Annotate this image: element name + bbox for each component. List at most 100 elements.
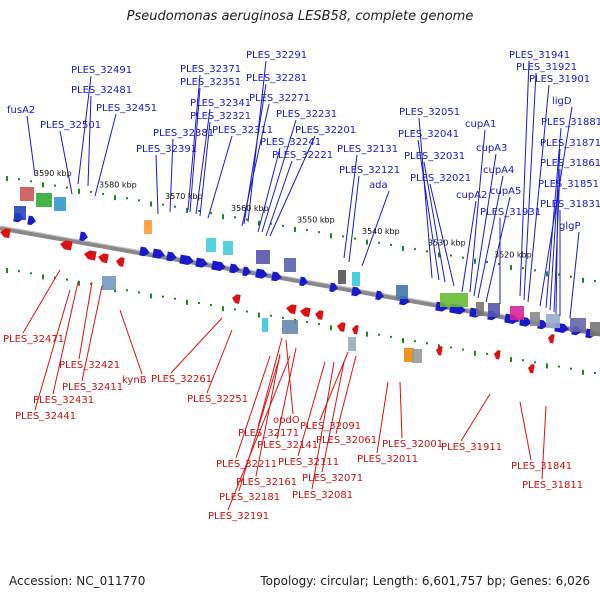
upper-tick [522, 267, 524, 270]
reverse-gene [286, 304, 297, 315]
map-title: Pseudomonas aeruginosa LESB58, complete … [126, 9, 474, 24]
gene-label-reverse: PLES_32011 [357, 454, 418, 465]
top-leader-line [429, 183, 455, 287]
gene-label-forward: PLES_32201 [295, 125, 356, 136]
upper-tick [534, 269, 536, 272]
feature-block [476, 302, 484, 316]
gene-label-forward: PLES_32131 [337, 144, 398, 155]
reverse-gene [116, 257, 125, 267]
gene-label-forward: PLES_32491 [71, 65, 132, 76]
lower-tick [534, 361, 536, 364]
forward-gene [152, 248, 165, 259]
gene-label-forward: PLES_32051 [399, 107, 460, 118]
gene-label-forward: PLES_32121 [339, 165, 400, 176]
upper-tick [594, 279, 596, 282]
top-leader-line [169, 138, 174, 213]
top-leader-line [549, 148, 561, 311]
feature-block [262, 318, 268, 332]
top-leader-line [189, 87, 201, 213]
gene-label-reverse: PLES_32191 [208, 511, 269, 522]
reverse-gene [84, 250, 97, 261]
bottom-leader-line [238, 355, 281, 492]
upper-tick [258, 220, 260, 226]
feature-block [206, 238, 216, 252]
lower-tick [570, 367, 572, 370]
lower-tick [414, 340, 416, 343]
lower-tick [18, 270, 20, 273]
upper-tick [102, 193, 104, 196]
bottom-leader-line [311, 361, 335, 490]
gene-label-reverse: PLES_31811 [522, 480, 583, 491]
gene-label-forward: PLES_32481 [71, 85, 132, 96]
reverse-gene [0, 228, 11, 239]
lower-tick [330, 325, 332, 331]
gene-label-reverse: PLES_32471 [3, 334, 64, 345]
gene-label-reverse: PLES_32161 [236, 477, 297, 488]
gene-label-reverse: PLES_32091 [300, 421, 361, 432]
gene-label-reverse: PLES_31911 [441, 442, 502, 453]
top-leader-line [348, 175, 360, 263]
lower-tick [546, 363, 548, 369]
lower-tick [186, 299, 188, 305]
gene-label-reverse: PLES_32411 [62, 382, 123, 393]
bottom-leader-line [170, 317, 223, 374]
top-leader-line [77, 75, 92, 185]
gene-label-forward: PLES_32031 [404, 151, 465, 162]
top-leader-line [207, 135, 233, 219]
top-leader-line [527, 84, 550, 303]
forward-gene [375, 290, 384, 301]
upper-tick [6, 176, 8, 182]
bottom-leader-line [235, 355, 271, 459]
lower-tick [78, 280, 80, 286]
top-leader-line [485, 196, 511, 303]
kbp-label: 3580 kbp [99, 180, 137, 189]
top-leader-line [199, 121, 211, 217]
lower-tick [594, 371, 596, 374]
lower-tick [426, 342, 428, 345]
top-leader-line [195, 108, 211, 215]
gene-label-forward: PLES_31831 [540, 199, 600, 210]
bottom-leader-line [81, 285, 103, 382]
gene-label-forward: PLES_31851 [538, 179, 599, 190]
forward-gene [27, 215, 36, 226]
top-leader-line [26, 115, 36, 177]
gene-label-reverse: PLES_32071 [302, 473, 363, 484]
bottom-leader-line [52, 281, 79, 395]
lower-tick [378, 333, 380, 336]
top-leader-line [417, 139, 440, 281]
bottom-leader-line [297, 361, 326, 457]
upper-tick [474, 258, 476, 264]
gene-label-forward: PLES_32391 [136, 144, 197, 155]
gene-label-forward: PLES_31901 [529, 74, 590, 85]
lower-tick [150, 293, 152, 299]
forward-gene [139, 246, 150, 257]
upper-tick [234, 216, 236, 219]
reverse-gene [300, 307, 311, 318]
gene-label-forward: fusA2 [7, 105, 35, 116]
lower-tick [474, 350, 476, 356]
kbp-label: 3560 kbp [231, 204, 269, 213]
gene-label-reverse: PLES_32211 [216, 459, 277, 470]
reverse-gene [315, 310, 324, 320]
bottom-leader-line [257, 337, 283, 428]
gene-label-forward: cupA2 [456, 190, 487, 201]
top-leader-line [343, 154, 358, 259]
upper-tick [78, 188, 80, 194]
kbp-label: 3530 kbp [428, 239, 466, 248]
gene-label-forward: PLES_32041 [398, 129, 459, 140]
top-leader-line [261, 119, 297, 233]
bottom-leader-line [335, 355, 357, 435]
gene-label-reverse: PLES_32061 [316, 435, 377, 446]
upper-tick [246, 218, 248, 221]
lower-tick [318, 323, 320, 326]
gene-label-forward: PLES_32501 [40, 120, 101, 131]
gene-label-forward: PLES_32021 [410, 173, 471, 184]
feature-block [546, 314, 560, 328]
reverse-gene [494, 350, 501, 360]
leader-line-layer [22, 60, 580, 511]
reverse-gene [528, 364, 535, 374]
gene-label-forward: PLES_32291 [246, 50, 307, 61]
feature-block [223, 241, 233, 255]
upper-tick [270, 222, 272, 225]
upper-tick [138, 199, 140, 202]
